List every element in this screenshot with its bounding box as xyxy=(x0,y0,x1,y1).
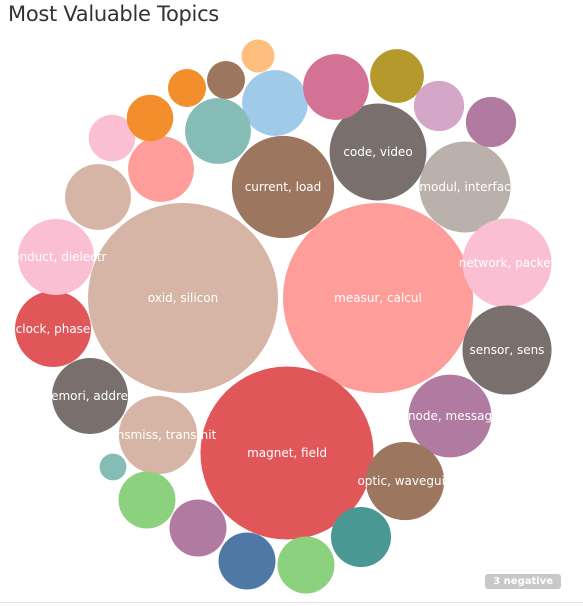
bubble[interactable]: measur, calcul xyxy=(283,203,473,393)
bubble-circle[interactable] xyxy=(207,61,245,99)
bubble-circle[interactable] xyxy=(414,81,464,131)
bubble-label: oxid, silicon xyxy=(148,291,218,305)
bubble-circle[interactable] xyxy=(128,136,194,202)
bubble-label: memori, address xyxy=(39,389,140,403)
bubble-label: conduct, dielectr xyxy=(6,250,107,264)
bubble[interactable] xyxy=(303,54,369,120)
bubble-circle[interactable] xyxy=(370,49,424,103)
bubble-circle[interactable] xyxy=(119,472,176,529)
bubble-label: measur, calcul xyxy=(334,291,422,305)
bubble[interactable] xyxy=(127,95,174,142)
bubble[interactable] xyxy=(331,507,391,567)
bubble[interactable]: clock, phase xyxy=(15,291,91,367)
bubble-circle[interactable] xyxy=(185,98,251,164)
bubble[interactable] xyxy=(128,136,194,202)
bubble[interactable] xyxy=(466,97,516,147)
bubble[interactable] xyxy=(278,537,335,594)
bubble-circle[interactable] xyxy=(170,500,227,557)
bubble[interactable]: network, packet xyxy=(459,218,556,307)
bubble-label: code, video xyxy=(343,145,412,159)
bottom-divider xyxy=(0,602,583,603)
bubble-label: node, messag xyxy=(408,409,492,423)
bubble[interactable] xyxy=(242,70,308,136)
bubble-circle[interactable] xyxy=(331,507,391,567)
bubble-label: magnet, field xyxy=(247,446,327,460)
bubble[interactable] xyxy=(219,533,276,590)
bubble-circle[interactable] xyxy=(242,70,308,136)
bubble[interactable] xyxy=(65,164,131,230)
bubble-label: sensor, sens xyxy=(470,343,545,357)
bubble-circle[interactable] xyxy=(278,537,335,594)
bubble[interactable]: current, load xyxy=(232,136,334,238)
bubble-circle[interactable] xyxy=(242,40,275,73)
bubble[interactable]: oxid, silicon xyxy=(88,203,278,393)
bubble[interactable] xyxy=(207,61,245,99)
bubble-circle[interactable] xyxy=(466,97,516,147)
bubble-label: transmiss, transmit xyxy=(100,428,217,442)
bubble[interactable] xyxy=(370,49,424,103)
bubble-circle[interactable] xyxy=(168,69,206,107)
bubble[interactable]: modul, interfac xyxy=(419,141,510,232)
bubble-circle[interactable] xyxy=(219,533,276,590)
bubble[interactable] xyxy=(414,81,464,131)
bubble[interactable] xyxy=(185,98,251,164)
bubble[interactable] xyxy=(119,472,176,529)
bubble-label: clock, phase xyxy=(16,322,91,336)
negative-values-badge[interactable]: 3 negative xyxy=(485,574,561,589)
bubble-label: optic, waveguid xyxy=(357,474,452,488)
bubble[interactable] xyxy=(168,69,206,107)
bubble-label: current, load xyxy=(245,180,322,194)
bubble-circle[interactable] xyxy=(127,95,174,142)
bubble-circle[interactable] xyxy=(100,454,127,481)
bubble-label: modul, interfac xyxy=(419,180,510,194)
bubble-circle[interactable] xyxy=(303,54,369,120)
bubble[interactable] xyxy=(100,454,127,481)
bubble[interactable] xyxy=(242,40,275,73)
bubble[interactable]: node, messag xyxy=(408,375,492,458)
bubble[interactable] xyxy=(170,500,227,557)
bubble-label: network, packet xyxy=(459,256,556,270)
bubble[interactable]: sensor, sens xyxy=(462,305,551,394)
bubble-circle[interactable] xyxy=(65,164,131,230)
